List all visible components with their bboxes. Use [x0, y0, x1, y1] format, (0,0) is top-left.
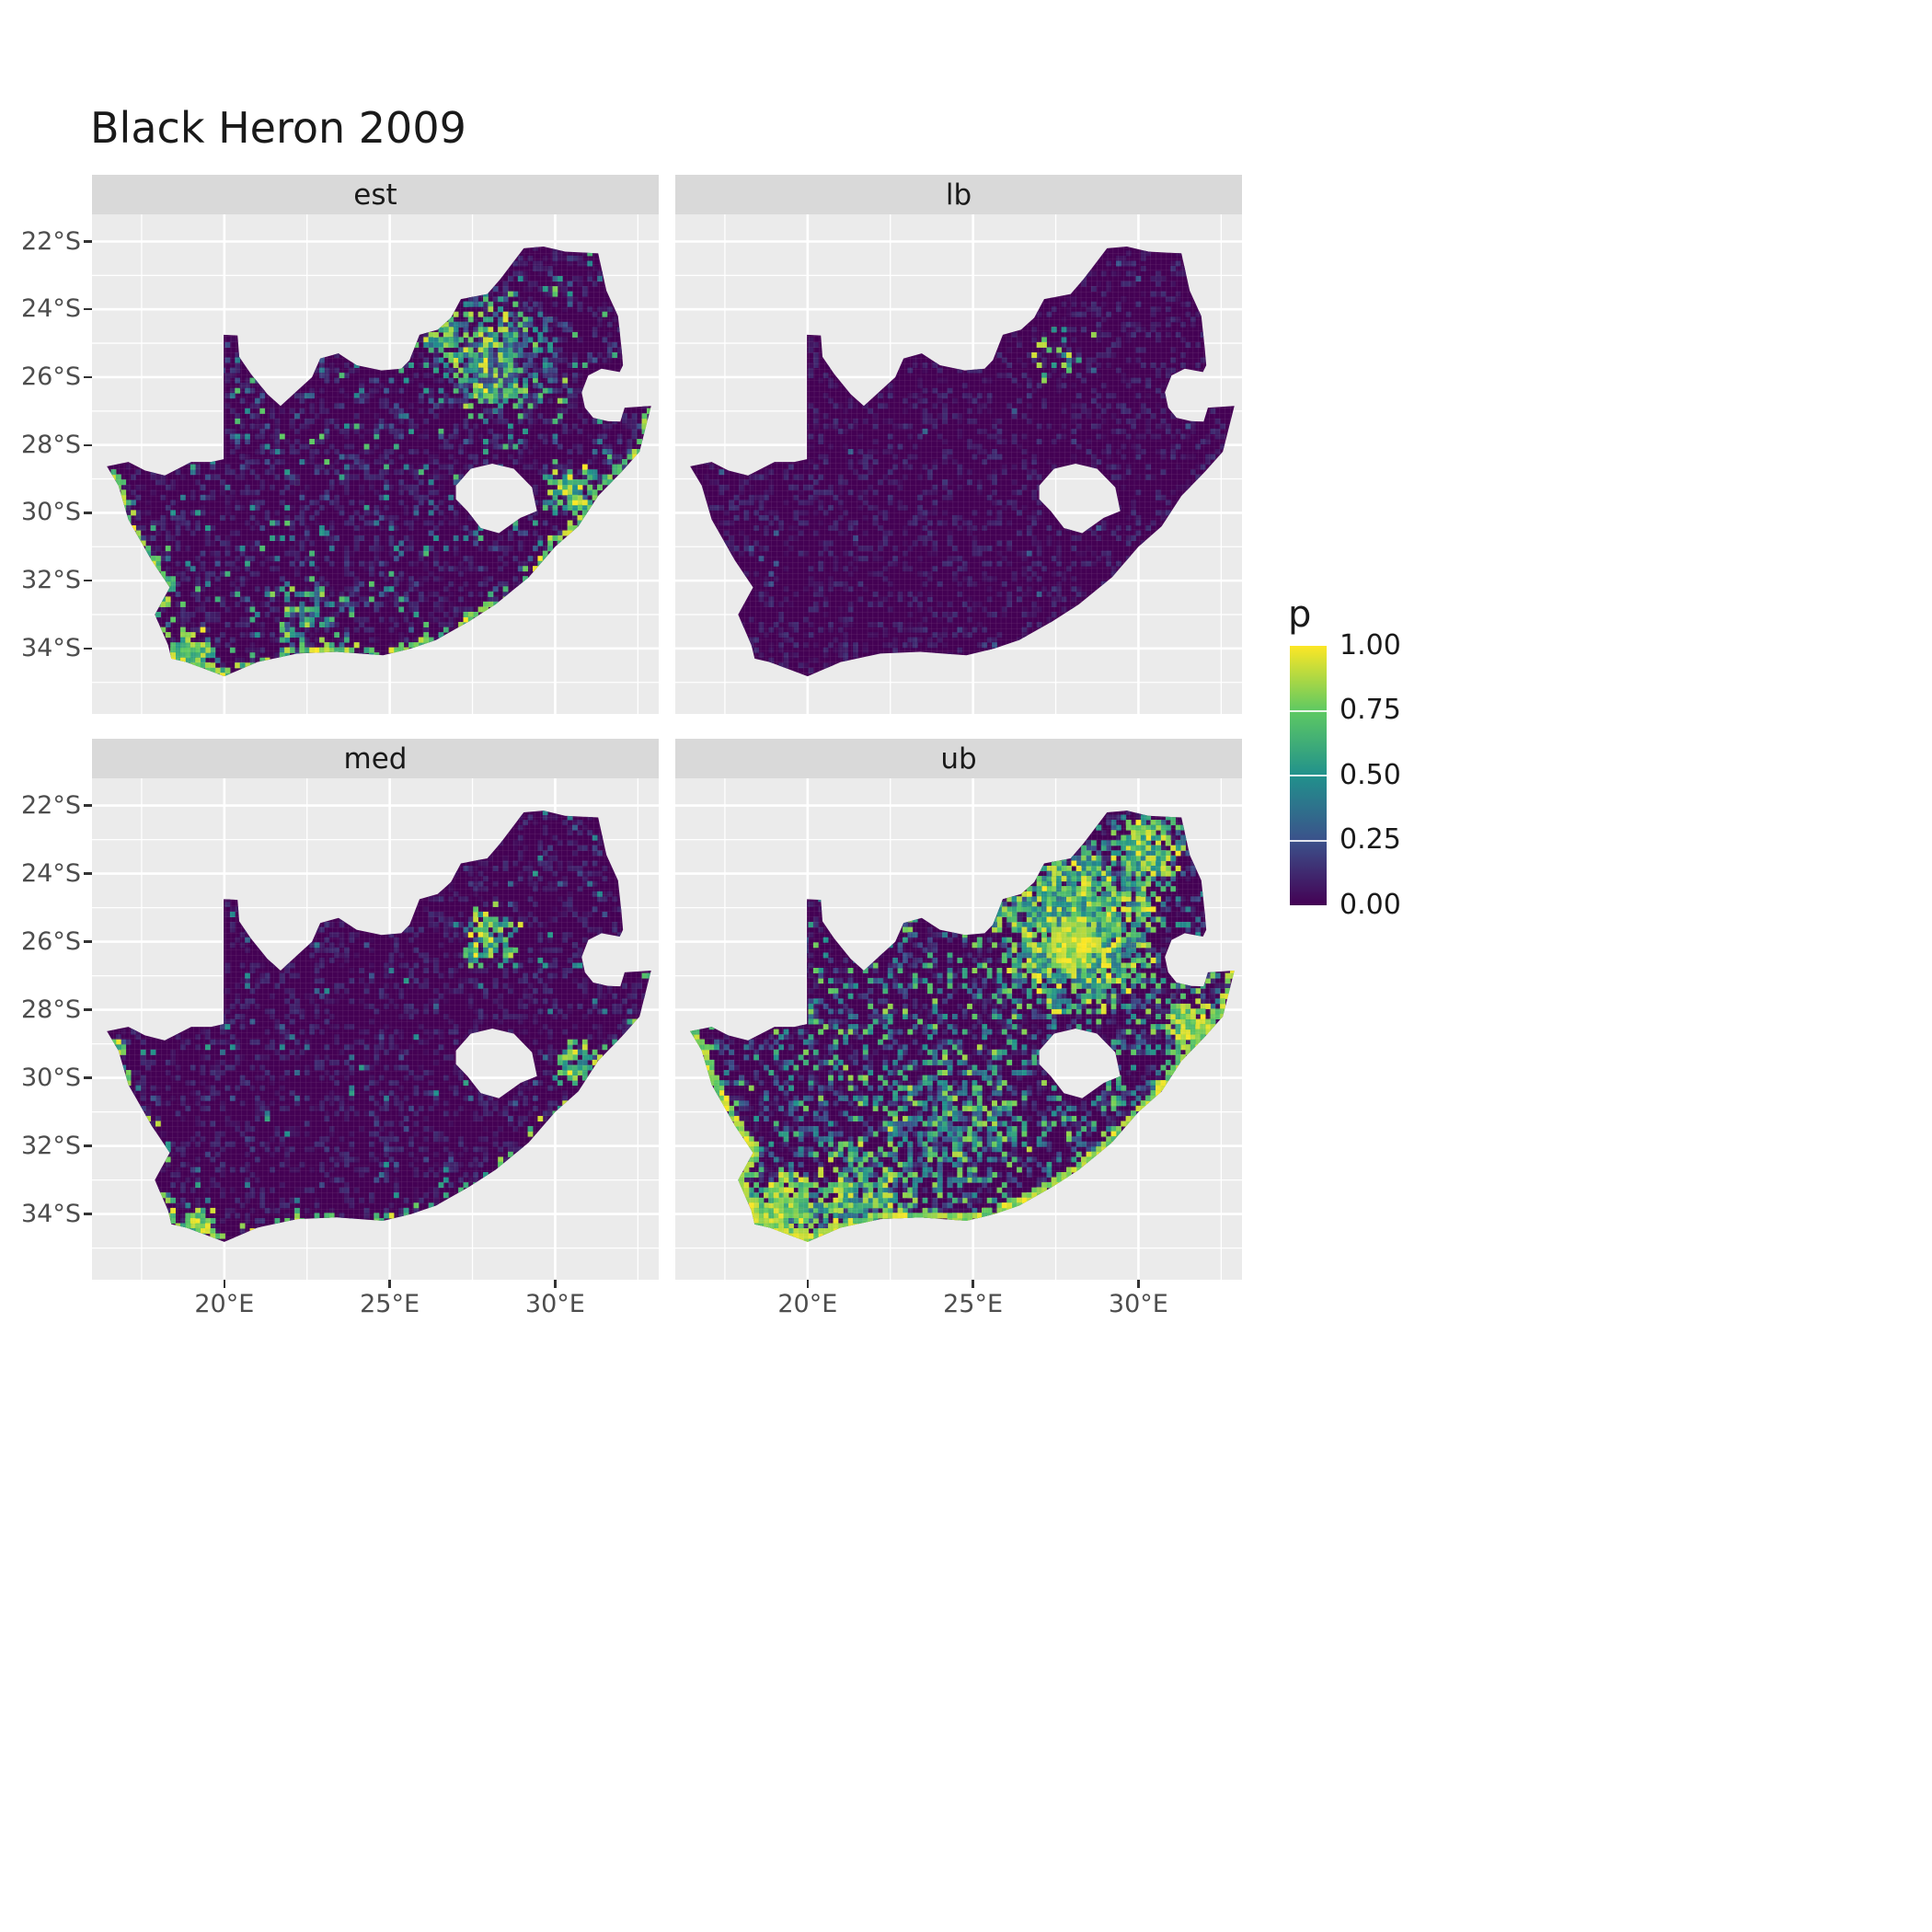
y-axis-label: 30°S — [21, 1063, 81, 1092]
y-axis-tick — [84, 512, 92, 514]
x-axis-label: 30°E — [1108, 1290, 1168, 1318]
legend-bar-tick — [1290, 709, 1327, 712]
y-axis-label: 32°S — [21, 1131, 81, 1160]
x-axis-tick — [388, 1280, 391, 1288]
y-axis-label: 32°S — [21, 565, 81, 594]
y-axis-label: 22°S — [21, 226, 81, 256]
x-axis-tick — [972, 1280, 974, 1288]
legend-label-0.25: 0.25 — [1340, 823, 1401, 856]
y-axis-label: 34°S — [21, 633, 81, 662]
y-axis-tick — [84, 443, 92, 446]
y-axis-tick — [84, 1213, 92, 1215]
y-axis-tick — [84, 308, 92, 311]
y-axis-label: 22°S — [21, 790, 81, 820]
legend-label-0.00: 0.00 — [1340, 889, 1401, 921]
x-axis-label: 30°E — [524, 1290, 585, 1318]
facet-strip-label: lb — [945, 178, 972, 212]
facet-strip-ub: ub — [675, 739, 1242, 778]
y-axis-tick — [84, 647, 92, 650]
y-axis-label: 24°S — [21, 858, 81, 888]
facet-strip-label: est — [353, 178, 397, 212]
x-axis-tick — [223, 1280, 225, 1288]
x-axis-tick — [1137, 1280, 1140, 1288]
facet-strip-label: med — [343, 742, 408, 776]
x-axis-label: 25°E — [360, 1290, 420, 1318]
y-axis-label: 26°S — [21, 926, 81, 956]
y-axis-tick — [84, 1076, 92, 1079]
facet-strip-med: med — [92, 739, 659, 778]
y-axis-tick — [84, 579, 92, 582]
y-axis-label: 30°S — [21, 498, 81, 527]
legend-label-0.75: 0.75 — [1340, 694, 1401, 726]
map-panel-lb — [675, 214, 1242, 714]
y-axis-label: 34°S — [21, 1199, 81, 1228]
y-axis-tick — [84, 804, 92, 807]
x-axis-tick — [554, 1280, 557, 1288]
legend-label-1.00: 1.00 — [1340, 629, 1401, 661]
map-panel-ub — [675, 778, 1242, 1280]
x-axis-label: 20°E — [777, 1290, 838, 1318]
y-axis-tick — [84, 1008, 92, 1011]
y-axis-label: 28°S — [21, 995, 81, 1024]
facet-strip-est: est — [92, 175, 659, 214]
x-axis-label: 25°E — [943, 1290, 1004, 1318]
y-axis-label: 24°S — [21, 294, 81, 324]
x-axis-tick — [806, 1280, 809, 1288]
legend-bar-tick — [1290, 775, 1327, 776]
facet-strip-label: ub — [940, 742, 977, 776]
facet-strip-lb: lb — [675, 175, 1242, 214]
y-axis-tick — [84, 375, 92, 379]
y-axis-tick — [84, 1144, 92, 1147]
legend-title: p — [1288, 593, 1312, 636]
y-axis-label: 28°S — [21, 430, 81, 459]
legend-label-0.50: 0.50 — [1340, 759, 1401, 791]
y-axis-tick — [84, 872, 92, 875]
legend-bar-tick — [1290, 839, 1327, 842]
x-axis-label: 20°E — [194, 1290, 255, 1318]
y-axis-label: 26°S — [21, 362, 81, 391]
map-panel-est — [92, 214, 659, 714]
legend-colorbar — [1290, 646, 1327, 905]
plot-title: Black Heron 2009 — [90, 103, 466, 153]
y-axis-tick — [84, 940, 92, 943]
map-panel-med — [92, 778, 659, 1280]
y-axis-tick — [84, 240, 92, 243]
